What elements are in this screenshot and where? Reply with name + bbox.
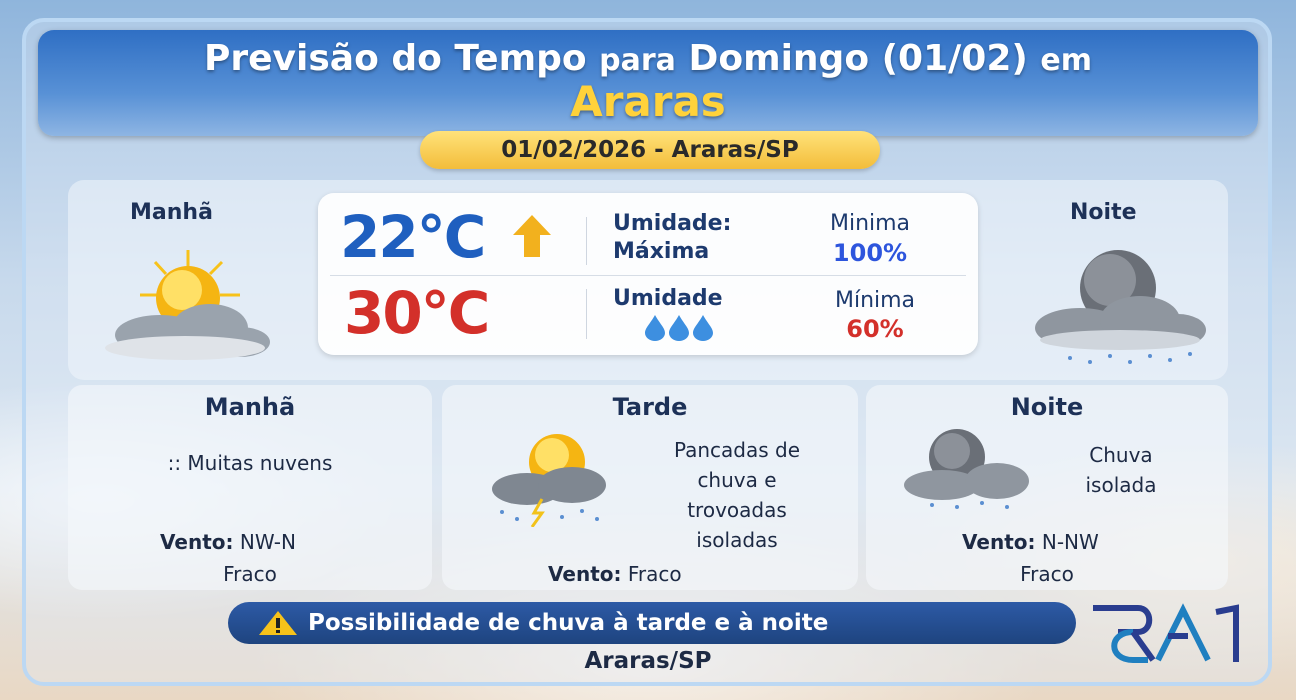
night-label: Noite bbox=[1070, 200, 1137, 225]
wind-strength: Fraco bbox=[627, 562, 682, 586]
sun-cloud-icon bbox=[105, 250, 270, 360]
period-title: Tarde bbox=[612, 393, 688, 421]
rain-alert-banner: Possibilidade de chuva à tarde e à noite bbox=[228, 602, 1076, 644]
wind-label: Vento: bbox=[160, 530, 234, 554]
condition-line: trovoadas bbox=[687, 498, 787, 522]
period-title: Manhã bbox=[204, 393, 296, 421]
title-part: em bbox=[1040, 43, 1092, 78]
divider bbox=[586, 217, 587, 265]
wind-strength: Fraco bbox=[1020, 562, 1074, 586]
humidity-min-value: 60% bbox=[846, 315, 904, 343]
condition-line: Chuva bbox=[1089, 443, 1153, 467]
period-card-night: Noite Chuva isolada Vento: N-NW Fraco bbox=[866, 385, 1228, 590]
condition-line: isoladas bbox=[696, 528, 778, 552]
water-drops-icon bbox=[645, 315, 713, 341]
wind-label: Vento: bbox=[962, 530, 1036, 554]
period-card-morning: Manhã :: Muitas nuvens Vento: NW-N Fraco bbox=[68, 385, 432, 590]
ra1-logo bbox=[1093, 603, 1239, 663]
period-title: Noite bbox=[1010, 393, 1084, 421]
temperature-humidity-card: 22°C 30°C Umidade: Máxima Minima 100% Um… bbox=[318, 193, 978, 355]
condition-text: Pancadas de chuva e trovoadas isoladas bbox=[632, 435, 842, 555]
divider bbox=[330, 275, 966, 276]
period-card-afternoon: Tarde Pancadas de chuva e trovoadas isol… bbox=[442, 385, 858, 590]
max-temperature: 30°C bbox=[344, 279, 490, 347]
humidity-label: Máxima bbox=[613, 239, 710, 264]
wind-info: Vento: N-NW bbox=[962, 527, 1099, 557]
humidity-label: Umidade: bbox=[613, 211, 732, 236]
min-temperature: 22°C bbox=[340, 203, 486, 271]
city-title: Araras bbox=[570, 77, 726, 126]
condition-line: Pancadas de bbox=[673, 438, 801, 462]
condition-line: chuva e bbox=[697, 468, 777, 492]
warning-icon bbox=[259, 611, 297, 635]
divider bbox=[586, 289, 587, 339]
title-part: para bbox=[599, 43, 676, 78]
wind-info: Vento: NW-N bbox=[160, 527, 296, 557]
title-part: Previsão do Tempo bbox=[204, 38, 587, 79]
wind-label: Vento: bbox=[548, 562, 622, 586]
morning-label: Manhã bbox=[130, 200, 213, 225]
wind-strength: Fraco bbox=[223, 562, 277, 586]
minimum-label: Minima bbox=[829, 211, 911, 236]
humidity-max-value: 100% bbox=[832, 239, 908, 267]
sun-storm-icon bbox=[492, 434, 606, 527]
moon-rain-icon bbox=[904, 429, 1029, 509]
humidity-label: Umidade bbox=[613, 286, 723, 311]
condition-line: isolada bbox=[1085, 473, 1157, 497]
moon-rain-icon bbox=[1035, 250, 1206, 364]
footer-city: Araras/SP bbox=[584, 648, 712, 674]
wind-info: Vento: Fraco bbox=[548, 559, 682, 589]
wind-direction: NW-N bbox=[239, 530, 296, 554]
condition-text: Chuva isolada bbox=[1046, 440, 1196, 500]
page-title: Previsão do Tempo para Domingo (01/02) e… bbox=[38, 38, 1258, 79]
title-part: Domingo (01/02) bbox=[688, 38, 1028, 79]
arrow-up-icon bbox=[513, 215, 551, 257]
header-banner: Previsão do Tempo para Domingo (01/02) e… bbox=[38, 30, 1258, 136]
minimum-label: Mínima bbox=[834, 288, 916, 313]
condition-text: :: Muitas nuvens bbox=[167, 451, 333, 475]
alert-text: Possibilidade de chuva à tarde e à noite bbox=[308, 610, 829, 636]
wind-direction: N-NW bbox=[1041, 530, 1099, 554]
date-pill: 01/02/2026 - Araras/SP bbox=[420, 131, 880, 169]
